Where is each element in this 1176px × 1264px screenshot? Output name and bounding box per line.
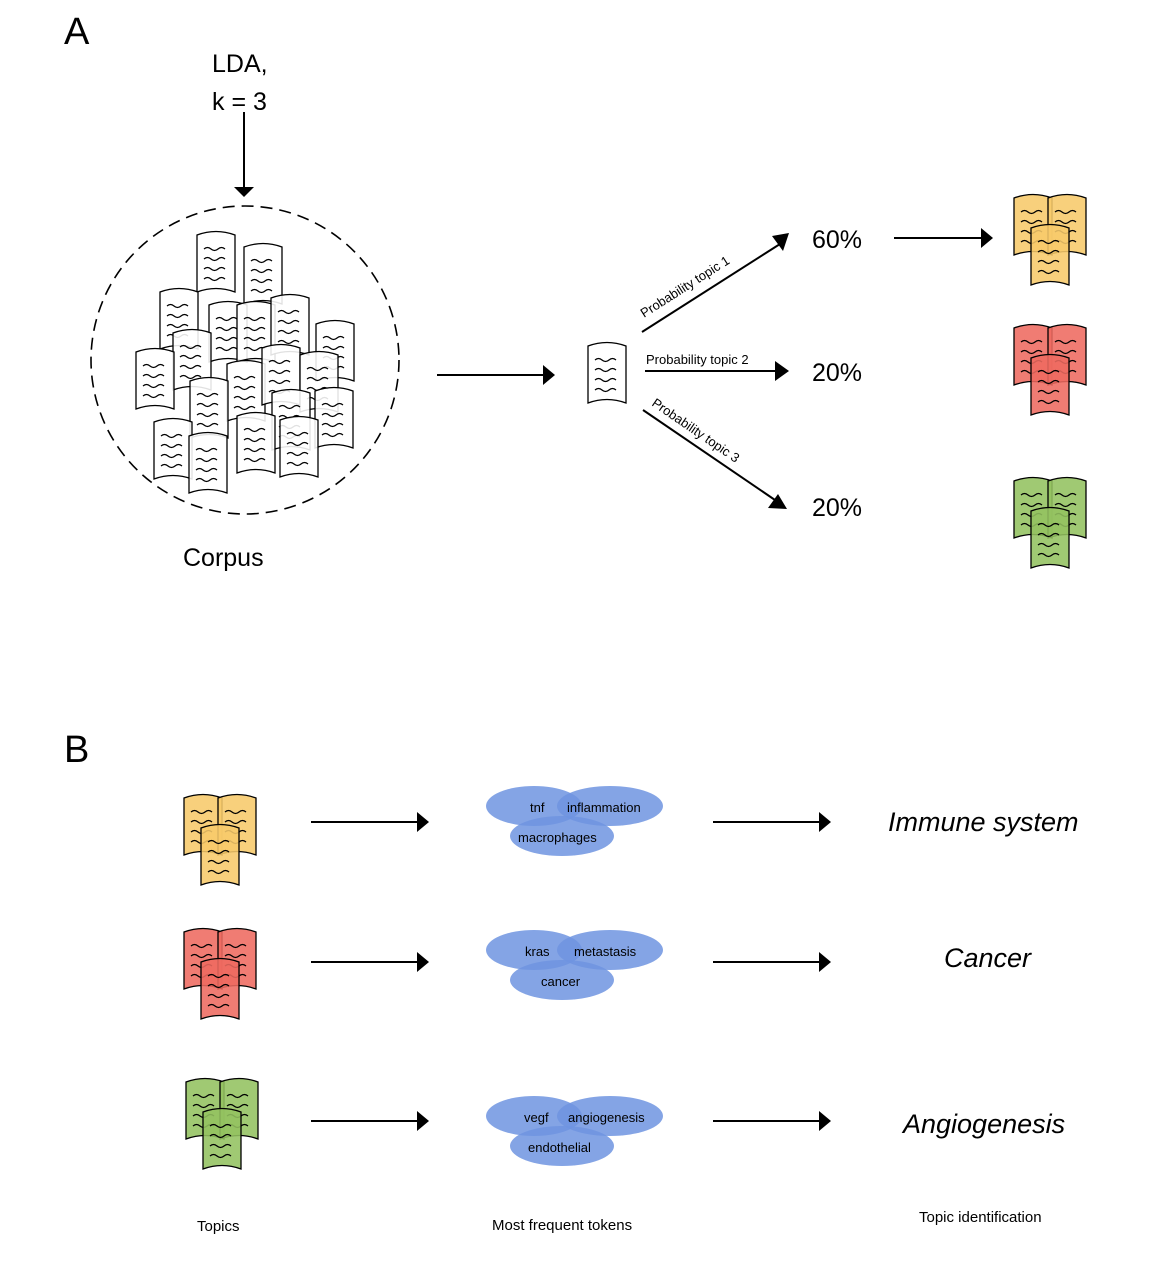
token-cancer: cancer bbox=[541, 974, 581, 989]
token-bubbles: vegf angiogenesis endothelial bbox=[486, 1096, 663, 1166]
caption-most-frequent-tokens: Most frequent tokens bbox=[492, 1217, 632, 1234]
token-bubbles: tnf inflammation macrophages bbox=[486, 786, 663, 856]
branch-topic-3 bbox=[642, 409, 787, 509]
model-name: LDA, bbox=[212, 50, 268, 78]
topic-stack-yellow bbox=[184, 795, 256, 886]
document-icon bbox=[196, 230, 236, 293]
document-icon bbox=[236, 411, 276, 474]
document-icon bbox=[243, 242, 283, 305]
token-inflammation: inflammation bbox=[567, 800, 641, 815]
token-kras: kras bbox=[525, 944, 550, 959]
topic-row-cancer: kras metastasis cancer Cancer bbox=[184, 929, 1032, 1020]
document-icon bbox=[314, 386, 354, 449]
arrow-icon bbox=[311, 952, 429, 972]
branch-topic-1 bbox=[641, 233, 789, 333]
topic-name-cancer: Cancer bbox=[944, 943, 1032, 973]
panel-b-label: B bbox=[64, 729, 89, 771]
percent-topic-3: 20% bbox=[812, 494, 862, 522]
topic-stack-green bbox=[186, 1079, 258, 1170]
corpus bbox=[90, 205, 400, 515]
percent-topic-2: 20% bbox=[812, 359, 862, 387]
topic-1-result-arrow bbox=[894, 228, 993, 248]
token-angiogenesis: angiogenesis bbox=[568, 1110, 645, 1125]
corpus-boundary bbox=[90, 205, 400, 515]
token-macrophages: macrophages bbox=[518, 830, 597, 845]
topic-name-angiogenesis: Angiogenesis bbox=[901, 1109, 1065, 1139]
probability-topic-2-label: Probability topic 2 bbox=[646, 352, 749, 367]
panel-a-label: A bbox=[64, 11, 90, 53]
token-tnf: tnf bbox=[530, 800, 545, 815]
topic-count: k = 3 bbox=[212, 88, 267, 116]
topic-stack-yellow bbox=[1014, 195, 1086, 286]
arrow-icon bbox=[713, 812, 831, 832]
caption-topic-identification: Topic identification bbox=[919, 1209, 1042, 1226]
topic-stack-red bbox=[1014, 325, 1086, 416]
input-arrow bbox=[234, 112, 254, 197]
token-metastasis: metastasis bbox=[574, 944, 637, 959]
arrow-icon bbox=[713, 952, 831, 972]
token-endothelial: endothelial bbox=[528, 1140, 591, 1155]
token-bubbles: kras metastasis cancer bbox=[486, 930, 663, 1000]
probability-topic-3-label: Probability topic 3 bbox=[649, 395, 742, 465]
topic-row-angiogenesis: vegf angiogenesis endothelial Angiogenes… bbox=[186, 1079, 1065, 1170]
corpus-label: Corpus bbox=[183, 544, 264, 572]
topic-row-immune: tnf inflammation macrophages Immune syst… bbox=[184, 786, 1079, 885]
arrow-icon bbox=[713, 1111, 831, 1131]
document-icon bbox=[188, 431, 228, 494]
document-icon bbox=[279, 415, 319, 478]
document-icon bbox=[135, 347, 175, 410]
token-vegf: vegf bbox=[524, 1110, 549, 1125]
probability-topic-1-label: Probability topic 1 bbox=[638, 253, 733, 321]
percent-topic-1: 60% bbox=[812, 226, 862, 254]
corpus-documents bbox=[135, 230, 355, 494]
arrow-icon bbox=[311, 812, 429, 832]
topic-stack-red bbox=[184, 929, 256, 1020]
caption-topics: Topics bbox=[197, 1218, 240, 1235]
topic-stack-green bbox=[1014, 478, 1086, 569]
single-document bbox=[587, 341, 627, 404]
document-icon bbox=[153, 417, 193, 480]
topic-name-immune-system: Immune system bbox=[888, 807, 1079, 837]
arrow-icon bbox=[311, 1111, 429, 1131]
document-icon bbox=[189, 376, 229, 439]
document-icon bbox=[226, 359, 266, 422]
branch-topic-2 bbox=[645, 361, 789, 381]
corpus-arrow bbox=[437, 365, 555, 385]
